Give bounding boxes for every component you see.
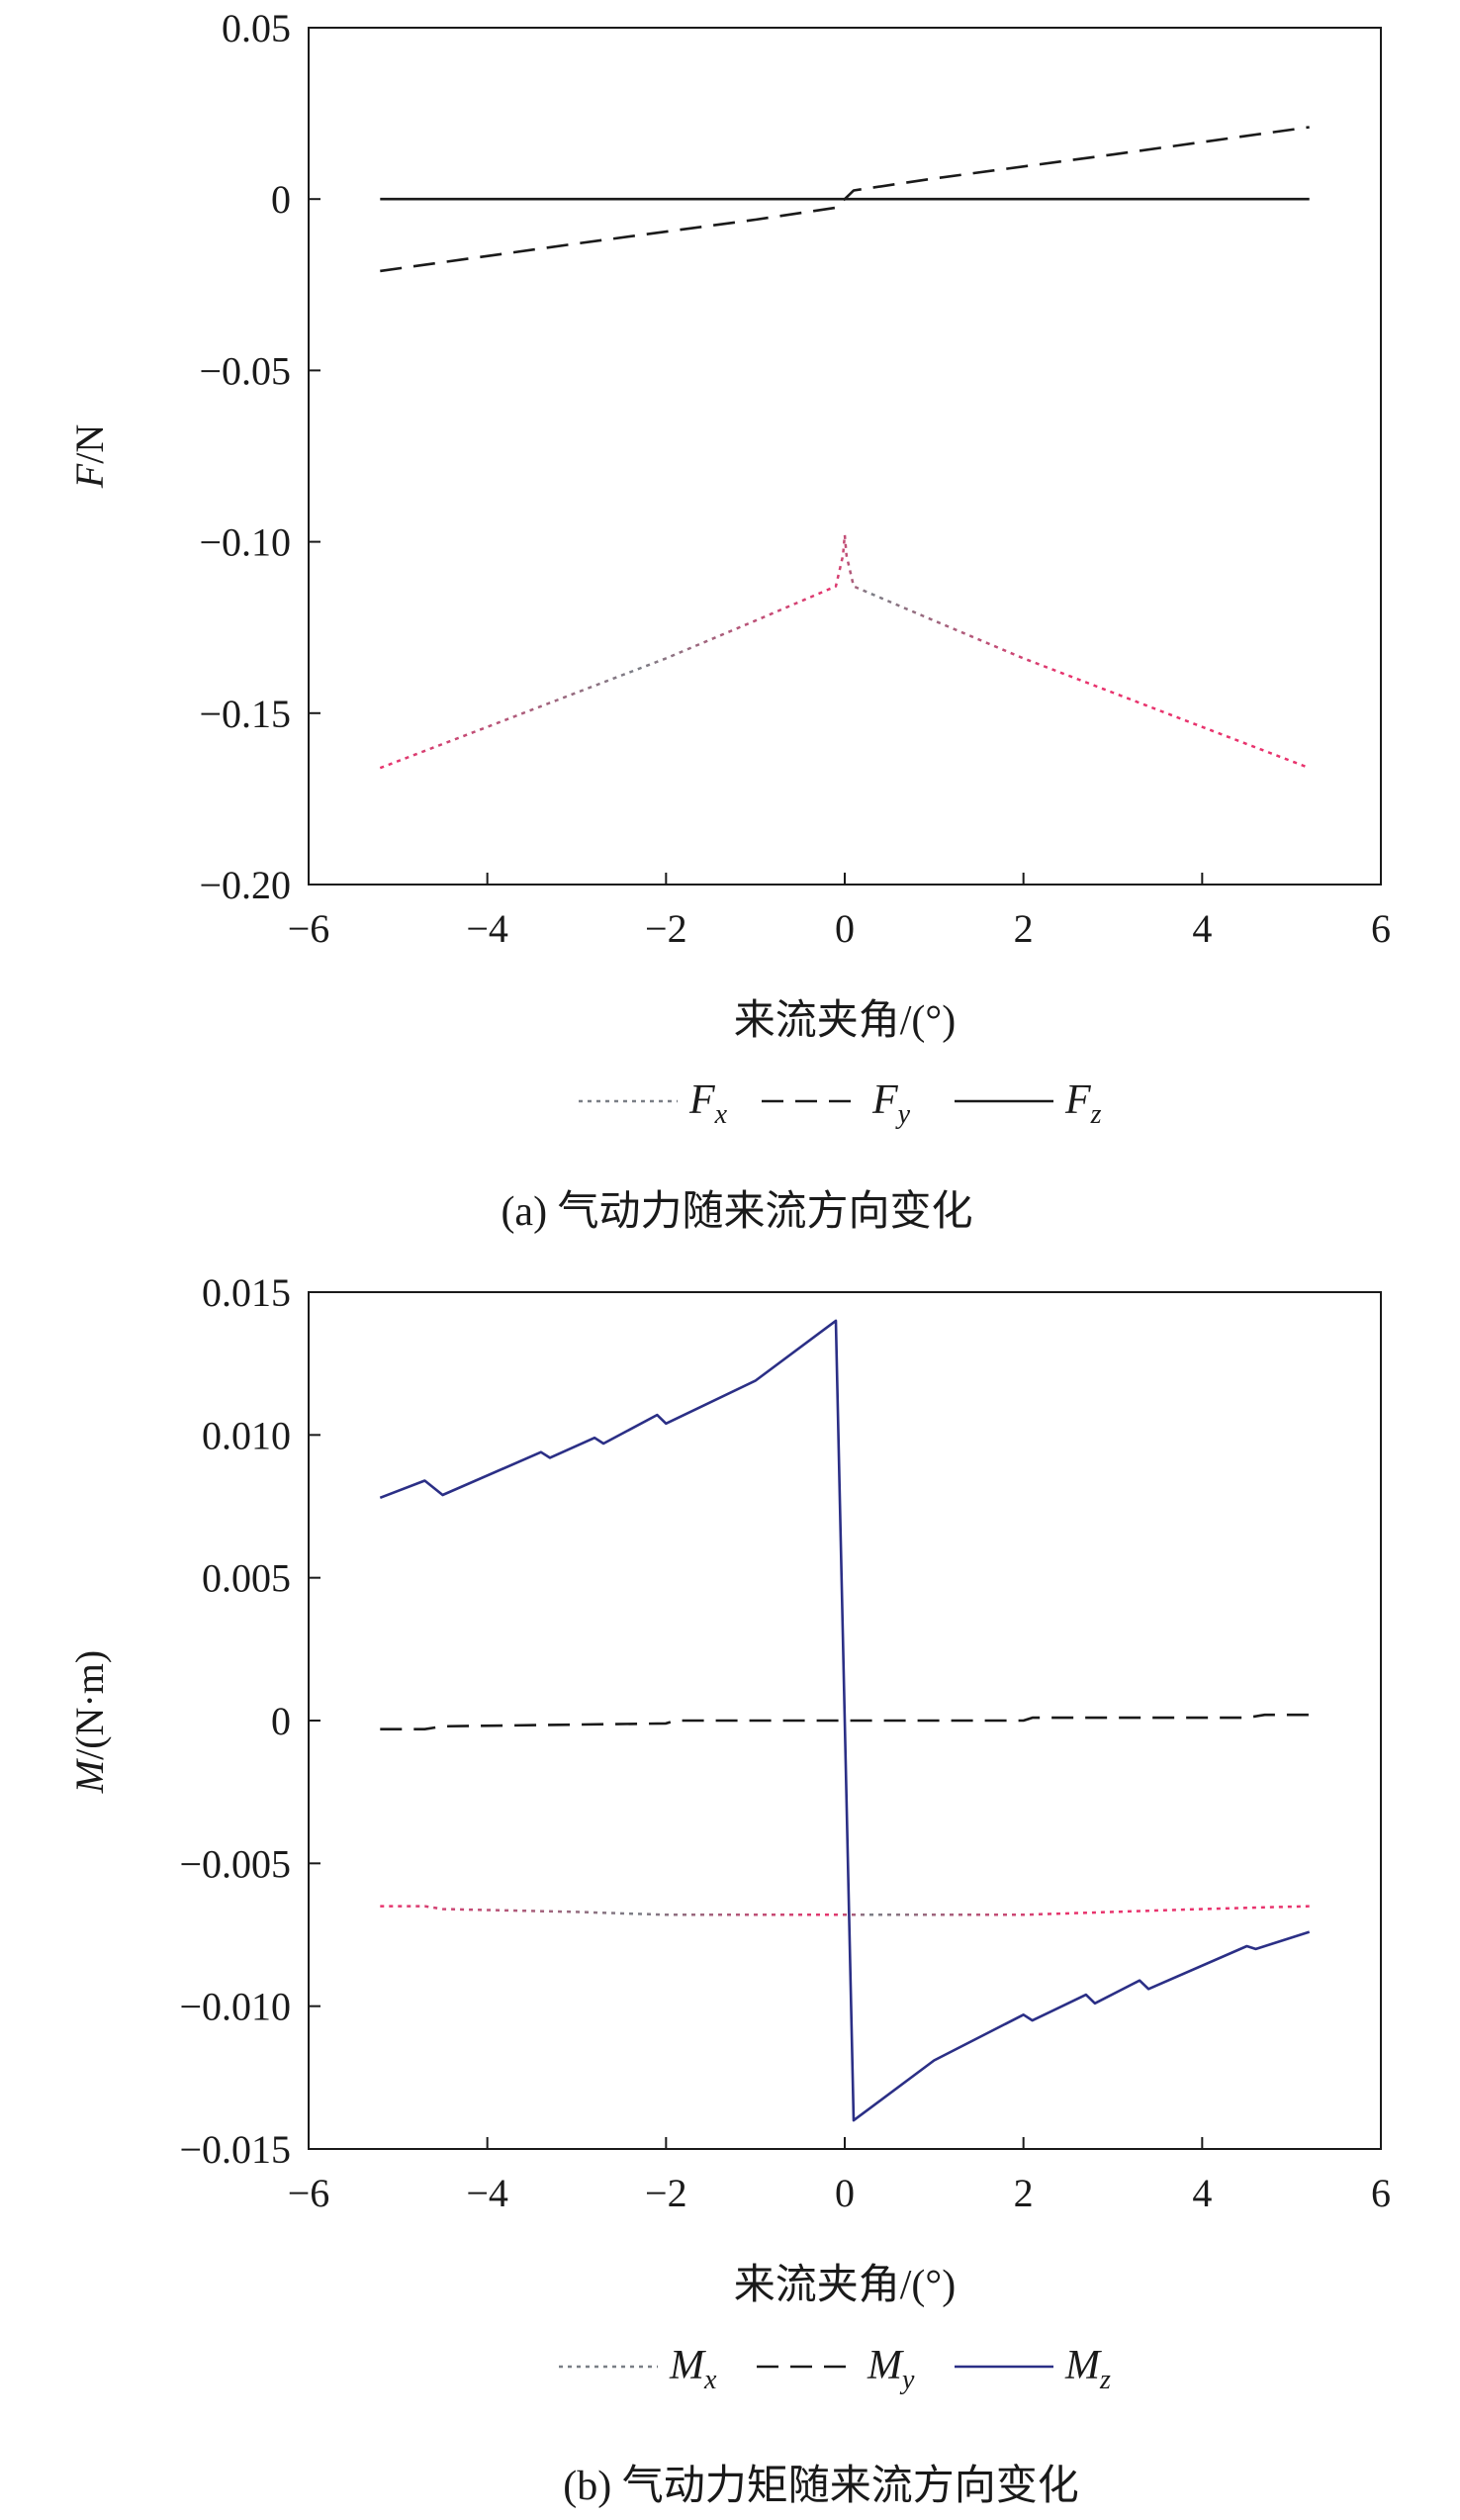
y-tick-label: −0.005: [179, 1841, 291, 1886]
y-tick-label: 0.015: [202, 1270, 291, 1315]
x-tick-label: −2: [645, 906, 687, 951]
y-tick-label: −0.015: [179, 2127, 291, 2172]
x-tick-label: −4: [466, 2171, 508, 2215]
y-tick-label: 0: [271, 177, 291, 222]
force-panel: 0.05 0 −0.05 −0.10 −0.15 −0.20 −6 −4 −2 0 2 4 6 F/N…: [67, 6, 1391, 1235]
y-axis-label: F/N: [67, 424, 112, 489]
x-tick-label: 4: [1192, 906, 1212, 951]
legend-label: Fz: [1064, 1077, 1102, 1130]
x-tick-label: −6: [288, 2171, 330, 2215]
x-tick-label: 4: [1192, 2171, 1212, 2215]
x-tick-label: 0: [835, 906, 855, 951]
x-tick-label: 2: [1014, 906, 1034, 951]
panel-caption: (b) 气动力矩随来流方向变化: [563, 2463, 1078, 2509]
y-tick-label: −0.20: [199, 863, 291, 907]
y-tick-label: 0.005: [202, 1556, 291, 1601]
x-tick-label: −4: [466, 906, 508, 951]
y-tick-label: 0.010: [202, 1413, 291, 1457]
x-axis-label: 来流夹角/(°): [734, 2263, 956, 2308]
y-tick-label: −0.010: [179, 1985, 291, 2029]
y-axis-label: M/(N·m): [67, 1650, 112, 1794]
x-tick-label: 2: [1014, 2171, 1034, 2215]
legend-label: Fx: [688, 1077, 728, 1130]
legend-label: My: [867, 2343, 915, 2395]
x-tick-label: 6: [1371, 906, 1391, 951]
x-tick-label: 0: [835, 2171, 855, 2215]
panel-caption: (a) 气动力随来流方向变化: [501, 1188, 972, 1235]
x-tick-label: −2: [645, 2171, 687, 2215]
moment-panel: 0.015 0.010 0.005 0 −0.005 −0.010 −0.015 −6 −4 −…: [67, 1270, 1391, 2509]
x-axis-label: 来流夹角/(°): [734, 998, 956, 1044]
y-tick-label: 0.05: [222, 6, 291, 50]
series-mx-line: [380, 1905, 1310, 1916]
plot-frame: [308, 27, 1382, 886]
series-mz-line: [379, 1319, 1311, 2122]
series-fx-line: [379, 533, 1311, 770]
y-tick-label: −0.10: [199, 520, 291, 565]
legend-label: Mx: [669, 2343, 717, 2395]
legend-label: Mz: [1064, 2343, 1111, 2395]
y-tick-label: −0.15: [199, 692, 291, 736]
x-tick-label: 6: [1371, 2171, 1391, 2215]
legend: Mx My Mz: [559, 2343, 1111, 2395]
legend-label: Fy: [871, 1077, 911, 1130]
legend: Fx Fy Fz: [579, 1077, 1102, 1130]
y-tick-label: −0.05: [199, 348, 291, 393]
y-tick-label: 0: [271, 1699, 291, 1743]
x-tick-label: −6: [288, 906, 330, 951]
